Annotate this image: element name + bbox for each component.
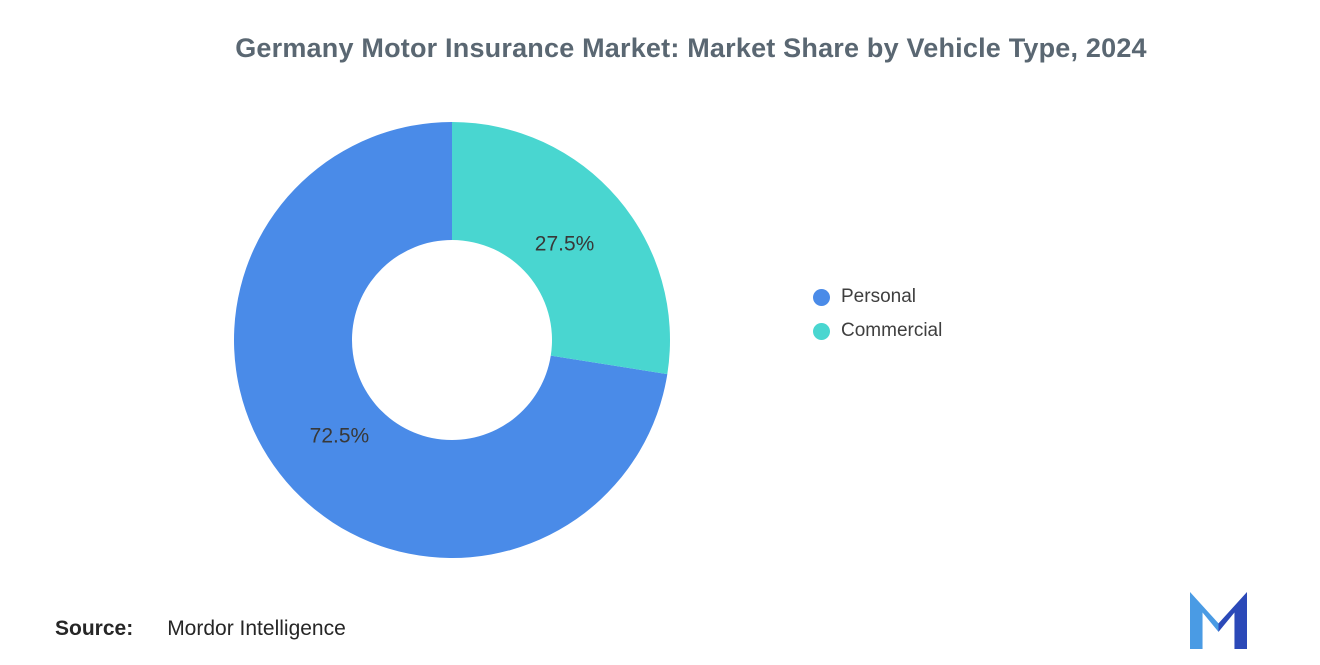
logo-right-shape — [1218, 592, 1247, 649]
legend-swatch-commercial — [813, 322, 830, 340]
slice-label-personal: 72.5% — [310, 425, 370, 448]
mordor-intelligence-logo — [1190, 592, 1247, 649]
slice-label-commercial: 27.5% — [535, 232, 595, 255]
donut-slice-commercial — [452, 122, 670, 375]
source-line: Source: Mordor Intelligence — [55, 617, 346, 641]
source-label: Source: — [55, 617, 134, 640]
legend-label-personal: Personal — [841, 286, 916, 307]
donut-slices-group — [233, 122, 670, 558]
donut-slice-personal — [233, 122, 668, 558]
source-value: Mordor Intelligence — [167, 617, 346, 640]
logo-left-shape — [1190, 592, 1219, 649]
chart-title: Germany Motor Insurance Market: Market S… — [235, 33, 1147, 63]
donut-labels-group: 72.5% 27.5% — [310, 232, 595, 447]
legend-item-personal: Personal — [813, 286, 942, 308]
legend: Personal Commercial — [813, 286, 942, 354]
legend-swatch-personal — [813, 288, 830, 306]
legend-item-commercial: Commercial — [813, 320, 942, 342]
legend-label-commercial: Commercial — [841, 320, 943, 341]
